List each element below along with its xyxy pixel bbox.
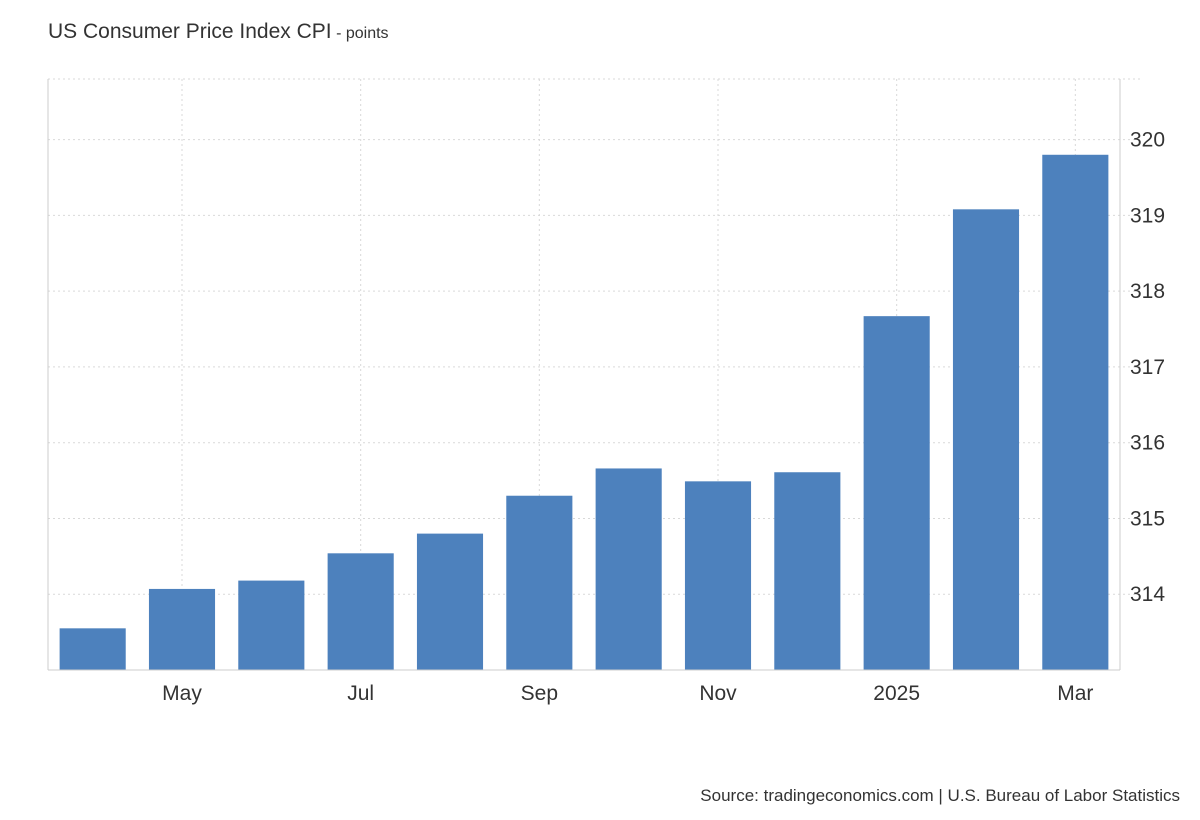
x-tick-label: Nov bbox=[699, 682, 737, 705]
y-tick-label: 316 bbox=[1130, 432, 1165, 455]
bar-2025 bbox=[863, 316, 930, 670]
bar-Mar bbox=[1042, 154, 1109, 670]
bar-Dec bbox=[774, 472, 841, 670]
bar-Feb bbox=[952, 209, 1020, 671]
bar-Jul bbox=[327, 553, 394, 670]
tick-labels: 314 315 316 317 318 319 320 May Jul Sep Nov 2025 Mar bbox=[162, 129, 1165, 705]
x-tick-label: May bbox=[162, 682, 202, 705]
chart-subtitle: - points bbox=[336, 25, 389, 42]
bars bbox=[59, 154, 1109, 671]
bar-Nov bbox=[684, 481, 752, 670]
axes bbox=[47, 79, 1121, 671]
chart-title: US Consumer Price Index CPI bbox=[48, 20, 332, 43]
y-tick-label: 314 bbox=[1130, 583, 1165, 606]
source-text: Source: tradingeconomics.com | U.S. Bure… bbox=[700, 786, 1180, 805]
x-tick-label: Sep bbox=[521, 682, 558, 705]
y-tick-label: 317 bbox=[1130, 356, 1165, 379]
y-tick-label: 320 bbox=[1130, 129, 1165, 152]
y-tick-label: 319 bbox=[1130, 204, 1165, 227]
bar-Sep bbox=[506, 495, 573, 670]
bar-Oct bbox=[595, 468, 662, 670]
chart-title-row: US Consumer Price Index CPI - points bbox=[48, 20, 389, 44]
bar-Apr bbox=[59, 628, 126, 670]
bar-Aug bbox=[416, 533, 484, 670]
y-tick-label: 315 bbox=[1130, 507, 1165, 530]
y-tick-label: 318 bbox=[1130, 280, 1165, 303]
x-tick-label: Mar bbox=[1057, 682, 1093, 705]
bar-Jun bbox=[238, 580, 305, 670]
bar-May bbox=[148, 588, 216, 670]
x-tick-label: 2025 bbox=[873, 682, 920, 705]
x-tick-label: Jul bbox=[347, 682, 374, 705]
